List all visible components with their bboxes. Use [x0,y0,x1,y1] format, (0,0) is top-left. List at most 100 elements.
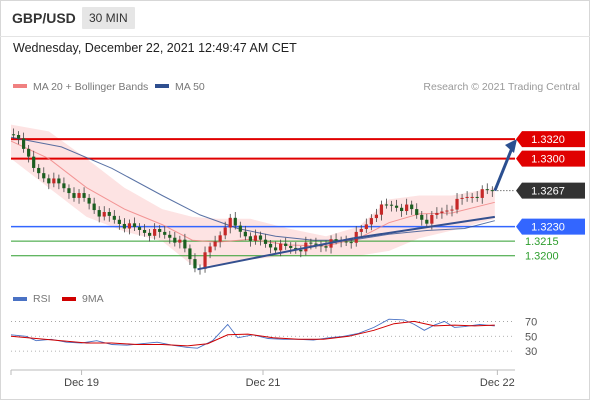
candle-body [344,241,348,243]
candle-body [82,193,86,198]
candle-body [72,193,76,198]
candle-body [142,229,147,233]
candle-body [163,231,167,235]
candle-body [445,210,449,212]
candle-body [258,235,263,240]
candle-body [379,204,384,215]
projection-arrow-shaft [493,147,514,192]
rsi-level-label-70: 70 [525,316,537,328]
candle-body [57,178,61,184]
candle-body [405,204,409,212]
candle-body [97,210,101,217]
candle-body [233,217,237,226]
trendline-1 [197,237,354,271]
interval-button[interactable]: 30 MIN [82,7,135,29]
candle-body [400,207,404,212]
candle-body [208,246,212,253]
candle-body [193,259,197,269]
rsi-level-label-50: 50 [525,331,537,343]
candle-body [137,227,142,230]
candle-body [158,229,162,232]
candle-body [102,212,106,217]
x-tick-label: Dec 19 [64,377,99,389]
symbol-title: GBP/USD [12,10,76,26]
candle-body [455,198,459,210]
candle-body [127,223,132,229]
candle-body [299,249,303,252]
candle-body [117,219,121,224]
candle-body [132,223,137,228]
candle-body [32,156,36,168]
candle-body [16,135,21,139]
copyright-text: Research © 2021 Trading Central [423,81,580,93]
candle-body [153,229,157,236]
candle-body [410,204,414,210]
candle-body [223,227,227,236]
candle-body [475,196,479,198]
candle-body [460,197,464,199]
candle-body [384,204,389,206]
x-tick-label: Dec 22 [480,377,515,389]
candle-body [364,224,368,229]
candle-body [173,237,177,243]
ma20-legend-label: MA 20 + Bollinger Bands [33,81,148,93]
candle-body [309,242,313,244]
candle-body [263,239,268,244]
ma50-legend-label: MA 50 [175,81,205,93]
candle-body [284,243,288,246]
candle-body [183,239,187,249]
candle-body [148,232,152,236]
candle-body [27,148,31,157]
candle-body [168,234,172,238]
rsi-level-label-30: 30 [525,346,537,358]
candle-body [47,178,51,184]
support-label-1.3200: 1.3200 [525,251,559,263]
candle-body [324,246,328,248]
current-price-tag [516,182,585,199]
candle-body [334,239,338,241]
candle-body [274,247,278,251]
candle-body [470,196,474,198]
candle-body [374,214,378,219]
candle-body [389,204,394,206]
rsi-legend-swatch [13,297,27,301]
candle-body [52,178,56,184]
chart-header: GBP/USD 30 MIN [0,0,590,37]
candle-body [253,235,258,241]
candle-body [62,183,66,189]
resistance-1.3320-label: 1.3320 [531,134,565,146]
candle-body [37,167,41,174]
resistance-1.3300-tag [516,150,585,167]
candle-body [42,173,46,179]
candle-body [228,217,232,228]
candle-body [314,243,318,245]
candle-body [349,242,353,244]
ma20-legend-swatch [13,84,27,88]
x-tick-label: Dec 21 [246,377,281,389]
chart-datetime: Wednesday, December 22, 2021 12:49:47 AM… [13,41,297,55]
candle-body [203,252,207,269]
candle-body [77,193,81,198]
ma9-legend-swatch [62,297,76,301]
ma9-legend-label: 9MA [82,293,104,305]
candle-body [450,209,454,211]
candle-body [420,214,424,220]
candle-body [92,203,96,211]
candle-body [213,241,217,247]
resistance-1.3300-label: 1.3300 [531,154,565,166]
candle-body [480,189,484,198]
candle-body [440,211,444,213]
pivot-1.3230-label: 1.3230 [531,222,565,234]
candle-body [279,243,283,251]
candle-body [188,248,192,260]
candle-body [67,188,71,194]
candle-body [490,190,494,192]
candle-body [359,229,363,232]
candle-body [485,189,489,191]
projection-arrow-head [505,139,517,154]
candle-body [369,218,373,225]
candle-body [248,236,252,241]
candle-body [430,214,434,224]
candle-body [465,196,469,198]
rsi-legend-label: RSI [33,293,51,305]
